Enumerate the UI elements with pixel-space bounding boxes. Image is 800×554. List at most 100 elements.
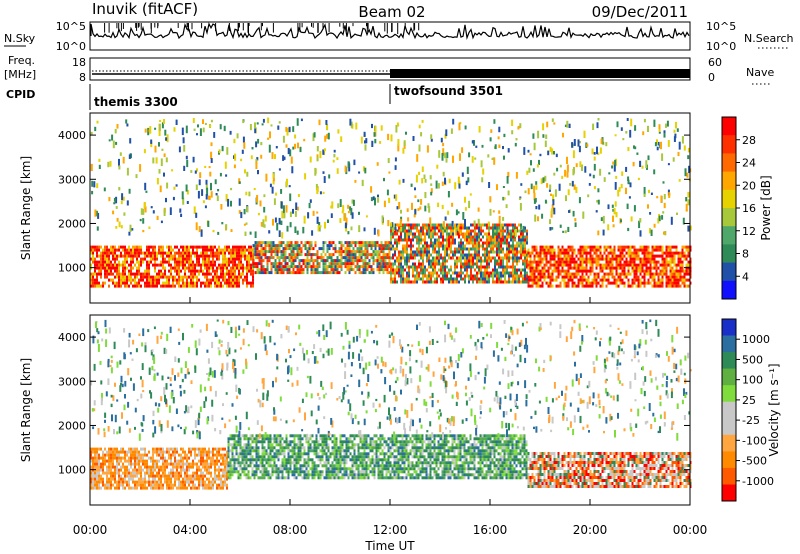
range-gate-cell	[262, 253, 265, 257]
range-gate-cell	[230, 281, 232, 285]
range-gate-cell	[522, 232, 524, 236]
range-gate-cell	[90, 447, 92, 451]
range-gate-cell	[625, 260, 628, 264]
range-gate-cell	[516, 241, 518, 245]
range-gate-cell	[172, 486, 174, 490]
range-gate-cell	[156, 459, 158, 463]
range-gate-cell	[124, 245, 126, 249]
range-gate-cell	[410, 280, 412, 284]
range-gate-cell	[665, 272, 668, 276]
range-gate-cell	[647, 254, 650, 258]
range-gate-cell	[102, 281, 104, 285]
range-gate-cell	[220, 204, 223, 210]
range-gate-cell	[452, 280, 454, 284]
range-gate-cell	[448, 226, 450, 230]
range-gate-cell	[377, 229, 380, 237]
range-gate-cell	[671, 278, 674, 282]
range-gate-cell	[312, 259, 315, 263]
range-gate-cell	[635, 251, 638, 255]
range-gate-cell	[154, 468, 156, 472]
range-gate-cell	[155, 157, 158, 164]
range-gate-cell	[457, 224, 460, 231]
range-gate-cell	[625, 245, 628, 249]
range-gate-cell	[92, 486, 94, 490]
range-gate-cell	[577, 272, 580, 276]
range-gate-cell	[464, 259, 466, 263]
range-gate-cell	[404, 232, 406, 236]
range-gate-cell	[226, 147, 229, 155]
range-gate-cell	[455, 209, 458, 216]
range-gate-cell	[663, 231, 665, 235]
range-gate-cell	[527, 149, 530, 153]
range-gate-cell	[578, 197, 581, 204]
range-gate-cell	[290, 247, 293, 251]
range-gate-cell	[514, 265, 516, 269]
range-gate-cell	[468, 256, 470, 260]
range-gate-cell	[296, 241, 299, 245]
range-gate-cell	[466, 241, 468, 245]
range-gate-cell	[529, 278, 532, 282]
range-gate-cell	[362, 265, 365, 269]
range-gate-cell	[414, 209, 417, 215]
range-gate-cell	[174, 269, 176, 273]
range-gate-cell	[430, 280, 432, 284]
range-gate-cell	[454, 223, 456, 227]
range-gate-cell	[219, 172, 222, 177]
range-gate-cell	[541, 281, 544, 285]
range-gate-cell	[567, 263, 570, 267]
range-gate-cell	[589, 269, 592, 273]
range-gate-cell	[689, 225, 692, 231]
range-gate-cell	[238, 198, 241, 206]
range-gate-cell	[138, 284, 140, 288]
range-gate-cell	[442, 148, 445, 156]
range-gate-cell	[344, 265, 347, 269]
range-gate-cell	[502, 259, 504, 263]
range-gate-cell	[136, 486, 138, 490]
range-gate-cell	[176, 477, 178, 481]
range-gate-cell	[126, 453, 128, 457]
range-gate-cell	[402, 265, 404, 269]
range-gate-cell	[226, 272, 228, 276]
range-gate-cell	[348, 271, 351, 275]
range-gate-cell	[566, 171, 569, 178]
range-gate-cell	[138, 272, 140, 276]
range-gate-cell	[492, 232, 494, 236]
range-gate-cell	[507, 148, 510, 153]
range-gate-cell	[456, 232, 458, 236]
range-gate-cell	[162, 471, 164, 475]
range-gate-cell	[168, 284, 170, 288]
range-gate-cell	[198, 260, 200, 264]
range-gate-cell	[579, 141, 581, 144]
range-gate-cell	[342, 205, 345, 212]
range-gate-cell	[412, 268, 414, 272]
range-gate-cell	[208, 266, 210, 270]
range-gate-cell	[256, 122, 259, 125]
range-gate-cell	[561, 175, 564, 179]
range-gate-cell	[551, 118, 554, 122]
range-gate-cell	[543, 275, 546, 279]
range-gate-cell	[144, 272, 146, 276]
range-gate-cell	[222, 260, 224, 264]
range-gate-cell	[360, 247, 363, 251]
range-gate-cell	[130, 153, 132, 159]
range-gate-cell	[382, 262, 385, 266]
range-gate-cell	[510, 250, 512, 254]
range-gate-cell	[100, 245, 102, 249]
range-gate-cell	[653, 272, 656, 276]
range-gate-cell	[352, 241, 355, 245]
range-gate-cell	[685, 257, 688, 261]
range-gate-cell	[126, 260, 128, 264]
range-gate-cell	[394, 238, 396, 242]
range-gate-cell	[460, 268, 462, 272]
range-gate-cell	[292, 126, 295, 132]
range-gate-cell	[362, 268, 365, 272]
range-gate-cell	[126, 483, 128, 487]
range-gate-cell	[573, 263, 576, 267]
range-gate-cell	[309, 199, 312, 203]
range-gate-cell	[340, 241, 343, 245]
range-gate-cell	[124, 477, 126, 481]
range-gate-cell	[466, 235, 468, 239]
range-gate-cell	[681, 260, 684, 264]
range-gate-cell	[615, 272, 618, 276]
range-gate-cell	[200, 229, 203, 237]
